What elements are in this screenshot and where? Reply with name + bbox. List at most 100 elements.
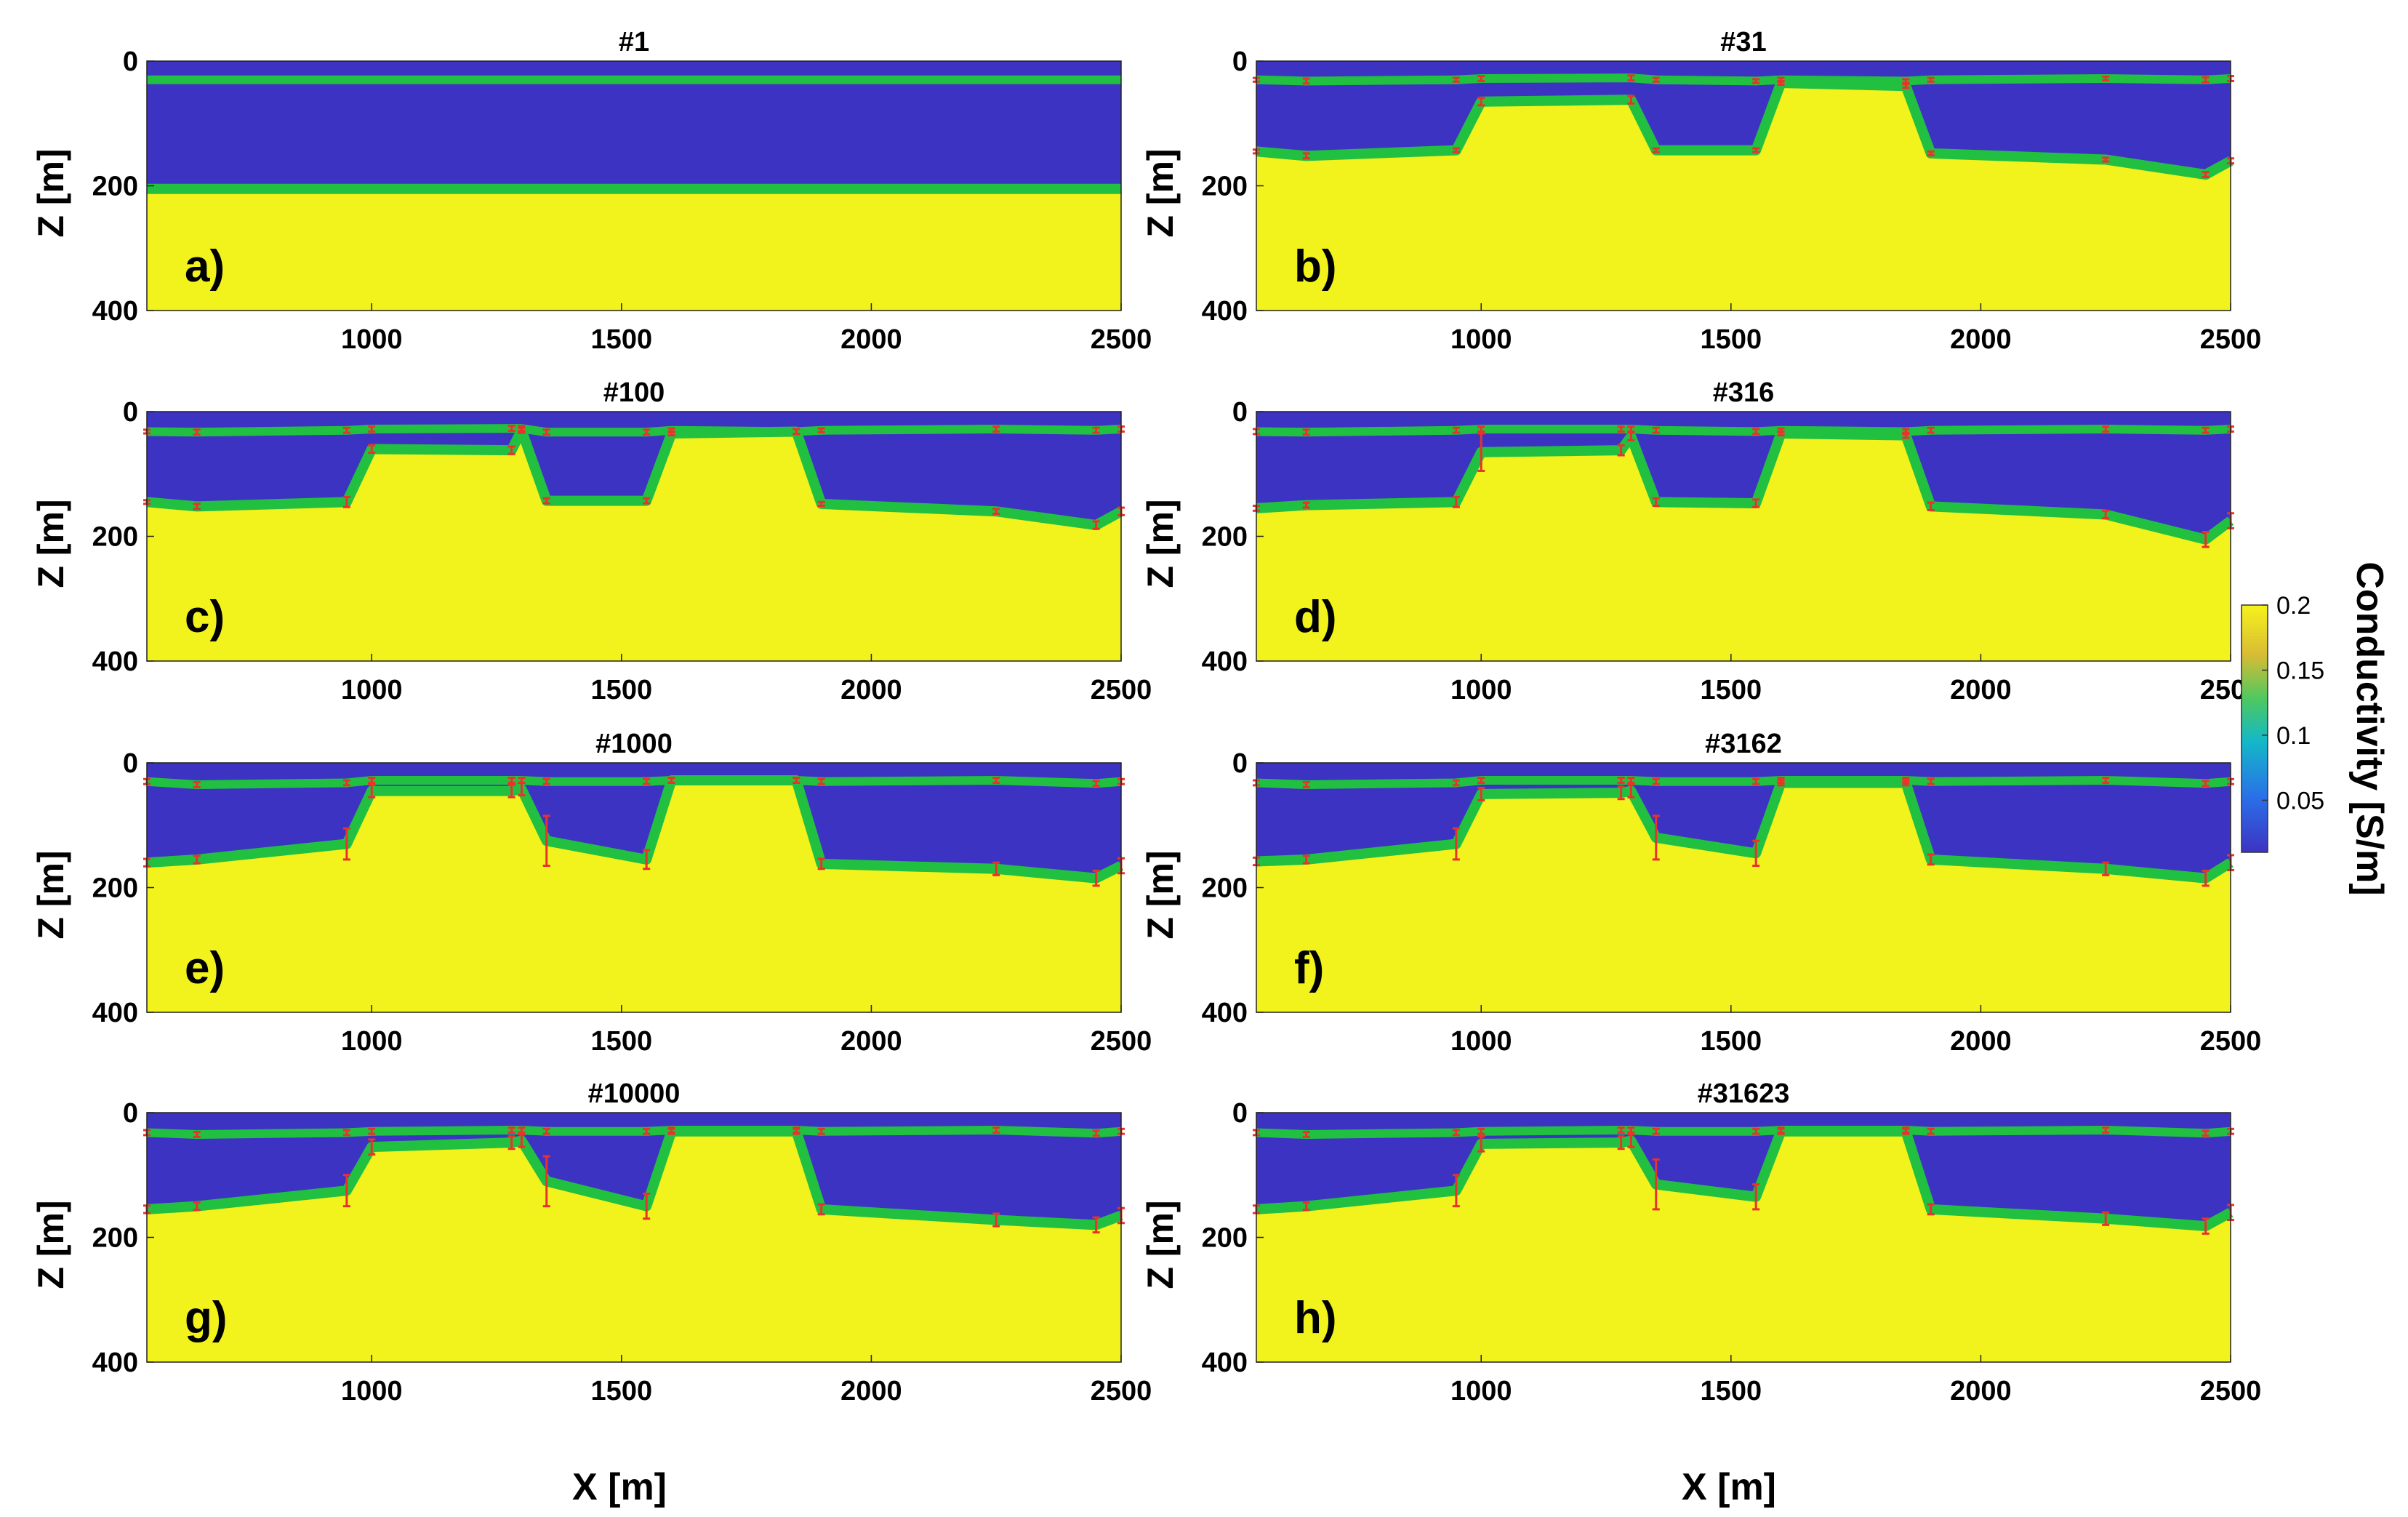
- panel-5: #1000 1000 1500 2000 2500 0 200 400 Z [m] e): [31, 729, 1152, 1057]
- upper-interface: [1256, 73, 2231, 86]
- x-axis-label-right: X [m]: [1682, 1466, 1776, 1508]
- lower-interface: [146, 425, 1124, 531]
- y-tick-label: 200: [1202, 172, 1248, 202]
- panel-title: #31623: [1698, 1078, 1790, 1109]
- panel-title: #10000: [588, 1078, 681, 1109]
- x-tick-label: 1000: [1450, 324, 1512, 355]
- resistive-layer: [147, 412, 1121, 526]
- panel-6: #3162 1000 1500 2000 2500 0 200 400 Z [m] f): [1140, 729, 2261, 1057]
- x-tick-label: 1000: [1450, 1376, 1512, 1406]
- y-axis-label: Z [m]: [1140, 499, 1181, 588]
- x-tick-label: 1500: [591, 1376, 653, 1406]
- x-tick-label: 2000: [840, 1376, 902, 1406]
- colorbar-ticks: 0.05 0.1 0.15 0.2: [2262, 592, 2324, 814]
- y-axis-label: Z [m]: [1140, 850, 1181, 939]
- x-tick-label: 1000: [341, 1376, 403, 1406]
- upper-interface: [1256, 425, 2231, 437]
- resistive-layer: [147, 61, 1121, 189]
- y-tick-label: 0: [1232, 397, 1248, 428]
- x-tick-label: 2500: [1091, 1376, 1152, 1406]
- x-tick-label: 1000: [341, 675, 403, 705]
- upper-interface: [146, 424, 1122, 437]
- colorbar-tick-label: 0.05: [2276, 787, 2324, 814]
- y-tick-label: 400: [92, 1348, 138, 1378]
- panel-letter: e): [185, 943, 225, 993]
- y-tick-label: 0: [1232, 47, 1248, 77]
- x-tick-label: 1500: [591, 675, 653, 705]
- y-tick-label: 200: [1202, 873, 1248, 904]
- y-axis-label: Z [m]: [31, 1200, 71, 1289]
- colorbar-label: Conductivity [S/m]: [2348, 561, 2391, 895]
- panel-3: #100 1000 1500 2000 2500 0 200 400 Z [m] c): [31, 377, 1152, 705]
- x-tick-label: 1500: [1701, 1026, 1762, 1057]
- y-tick-label: 400: [92, 647, 138, 677]
- panel-title: #31: [1720, 27, 1766, 57]
- x-tick-label: 2500: [2200, 1376, 2262, 1406]
- y-tick-label: 200: [1202, 1223, 1248, 1254]
- panel-title: #1: [619, 27, 649, 57]
- x-tick-label: 1500: [591, 1026, 653, 1057]
- upper-interface: [1256, 1126, 2231, 1140]
- panel-letter: c): [185, 592, 225, 642]
- panel-title: #100: [603, 377, 665, 408]
- lower-interface: [1256, 428, 2234, 545]
- panel-title: #316: [1713, 377, 1775, 408]
- x-tick-label: 1000: [341, 1026, 403, 1057]
- resistive-layer: [147, 1113, 1121, 1225]
- y-tick-label: 200: [92, 522, 138, 553]
- y-axis-label: Z [m]: [1140, 148, 1181, 237]
- x-tick-label: 2000: [840, 324, 902, 355]
- y-tick-label: 400: [92, 998, 138, 1028]
- y-tick-label: 400: [1202, 296, 1248, 327]
- lower-interface: [1256, 777, 2234, 884]
- y-tick-label: 400: [92, 296, 138, 327]
- y-tick-label: 200: [1202, 522, 1248, 553]
- x-tick-label: 1000: [1450, 675, 1512, 705]
- y-axis-label: Z [m]: [1140, 1200, 1181, 1289]
- panel-letter: d): [1294, 592, 1337, 642]
- lower-interface: [146, 775, 1124, 884]
- y-tick-label: 200: [92, 873, 138, 904]
- panel-7: #10000 1000 1500 2000 2500 0 200 400 Z [m] g): [31, 1078, 1152, 1406]
- resistive-layer: [147, 763, 1121, 878]
- upper-interface: [1256, 776, 2231, 790]
- x-tick-label: 1500: [1701, 324, 1762, 355]
- y-tick-label: 200: [92, 172, 138, 202]
- y-axis-label: Z [m]: [31, 850, 71, 939]
- x-tick-label: 2500: [1091, 324, 1152, 355]
- y-tick-label: 400: [1202, 647, 1248, 677]
- y-axis-label: Z [m]: [31, 148, 71, 237]
- x-tick-label: 2000: [1950, 1026, 2012, 1057]
- x-tick-label: 2000: [1950, 1376, 2012, 1406]
- colorbar-tick-label: 0.2: [2276, 592, 2311, 620]
- panel-1: #1 1000 1500 2000 2500 0 200 400 Z [m] a): [31, 27, 1152, 355]
- x-tick-label: 1000: [1450, 1026, 1512, 1057]
- x-tick-label: 2500: [2200, 324, 2262, 355]
- panel-letter: a): [185, 241, 225, 292]
- lower-interface: [146, 1126, 1123, 1230]
- colorbar-tick-label: 0.1: [2276, 722, 2311, 750]
- y-axis-label: Z [m]: [31, 499, 71, 588]
- x-tick-label: 2500: [1091, 675, 1152, 705]
- y-tick-label: 400: [1202, 1348, 1248, 1378]
- y-tick-label: 0: [1232, 1098, 1248, 1129]
- y-tick-label: 0: [1232, 748, 1248, 779]
- y-tick-label: 0: [123, 1098, 138, 1129]
- x-tick-label: 1500: [1701, 1376, 1762, 1406]
- upper-interface: [146, 1126, 1122, 1140]
- colorbar-gradient: [2241, 604, 2268, 853]
- y-tick-label: 200: [92, 1223, 138, 1254]
- panel-letter: f): [1294, 943, 1324, 993]
- panel-letter: g): [185, 1293, 228, 1343]
- y-tick-label: 0: [123, 47, 138, 77]
- y-tick-label: 400: [1202, 998, 1248, 1028]
- x-tick-label: 2000: [840, 1026, 902, 1057]
- x-tick-label: 1500: [591, 324, 653, 355]
- colorbar-tick-label: 0.15: [2276, 657, 2324, 684]
- x-tick-label: 2000: [1950, 675, 2012, 705]
- lower-interface: [1256, 1126, 2234, 1232]
- panel-letter: h): [1294, 1293, 1337, 1343]
